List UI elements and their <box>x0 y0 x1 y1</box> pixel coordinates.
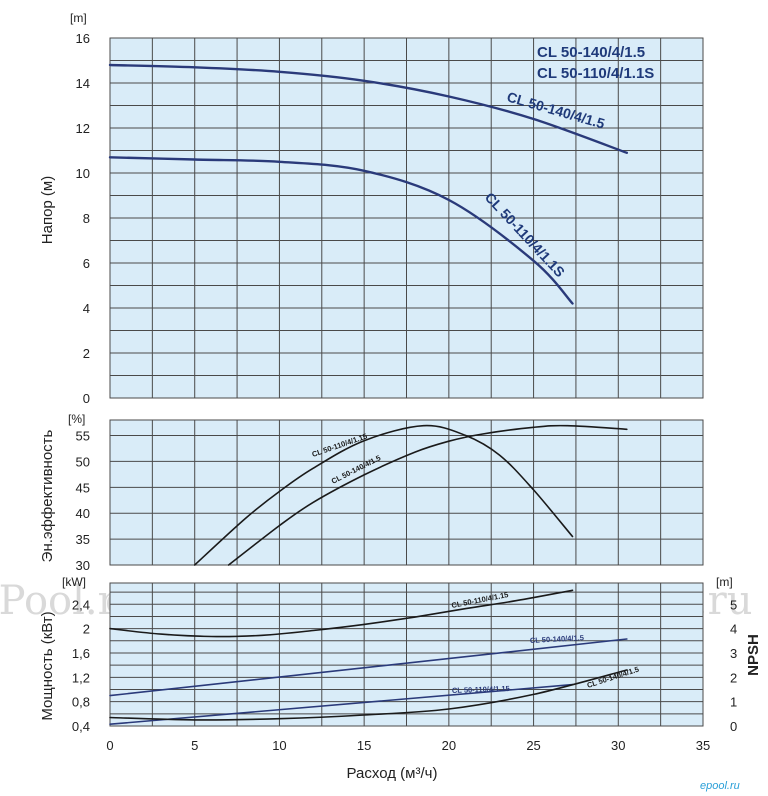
efficiency-tick-label: 35 <box>76 532 90 547</box>
chart-curves <box>108 63 628 725</box>
npsh-tick-label: 3 <box>730 646 737 661</box>
head-tick-label: 4 <box>83 301 90 316</box>
efficiency-tick-label: 45 <box>76 480 90 495</box>
head-tick-label: 12 <box>76 121 90 136</box>
x-tick-label: 25 <box>526 738 540 753</box>
x-tick-label: 35 <box>696 738 710 753</box>
npsh-tick-label: 0 <box>730 719 737 734</box>
head-tick-label: 10 <box>76 166 90 181</box>
power-axis-title: Мощность (кВт) <box>39 611 56 720</box>
npsh-unit-label: [m] <box>716 575 733 589</box>
x-tick-label: 20 <box>442 738 456 753</box>
npsh-tick-label: 4 <box>730 622 737 637</box>
series-line-power_npsh <box>109 638 628 697</box>
x-tick-label: 30 <box>611 738 625 753</box>
tick-labels: 02468101214163035404550550,40,81,21,622,… <box>72 31 737 753</box>
x-tick-label: 5 <box>191 738 198 753</box>
x-tick-label: 10 <box>272 738 286 753</box>
npsh-axis-title: NPSH <box>745 634 762 676</box>
power-tick-label: 0,8 <box>72 695 90 710</box>
efficiency-tick-label: 55 <box>76 429 90 444</box>
head-tick-label: 8 <box>83 211 90 226</box>
npsh-tick-label: 5 <box>730 597 737 612</box>
series-line-power_npsh <box>109 669 628 721</box>
power-curve-label-140-blue: CL 50-140/4/1.5 <box>530 633 584 645</box>
x-tick-label: 0 <box>106 738 113 753</box>
head-tick-label: 0 <box>83 391 90 406</box>
power-tick-label: 2 <box>83 622 90 637</box>
power-tick-label: 0,4 <box>72 719 90 734</box>
series-line-efficiency <box>193 424 574 566</box>
footer-logo: epool.ru <box>700 780 740 792</box>
power-tick-label: 1,2 <box>72 670 90 685</box>
series-line-power_npsh <box>109 589 574 638</box>
power-tick-label: 2,4 <box>72 597 90 612</box>
efficiency-axis-title: Эн.эффективность <box>39 429 56 562</box>
efficiency-unit-label: [%] <box>68 412 85 426</box>
efficiency-tick-label: 30 <box>76 558 90 573</box>
series-line-power_npsh <box>109 683 574 725</box>
grid-lines <box>110 37 703 726</box>
series-line-efficiency <box>227 424 628 566</box>
head-axis-title: Напор (м) <box>39 176 56 244</box>
power-tick-label: 1,6 <box>72 646 90 661</box>
power-unit-label: [kW] <box>62 575 86 589</box>
npsh-tick-label: 1 <box>730 695 737 710</box>
x-tick-label: 15 <box>357 738 371 753</box>
series-line-head <box>108 63 628 154</box>
head-tick-label: 14 <box>76 76 90 91</box>
legend-item-2: CL 50-110/4/1.1S <box>537 65 654 82</box>
series-line-head <box>108 156 574 305</box>
power-curve-label-110-blue: CL 50-110/4/1.15 <box>452 684 510 695</box>
x-axis-title: Расход (м³/ч) <box>347 765 438 782</box>
head-tick-label: 16 <box>76 31 90 46</box>
npsh-tick-label: 2 <box>730 670 737 685</box>
legend-item-1: CL 50-140/4/1.5 <box>537 44 645 61</box>
head-tick-label: 2 <box>83 346 90 361</box>
head-tick-label: 6 <box>83 256 90 271</box>
efficiency-tick-label: 40 <box>76 506 90 521</box>
efficiency-tick-label: 50 <box>76 454 90 469</box>
head-unit-label: [m] <box>70 11 87 25</box>
